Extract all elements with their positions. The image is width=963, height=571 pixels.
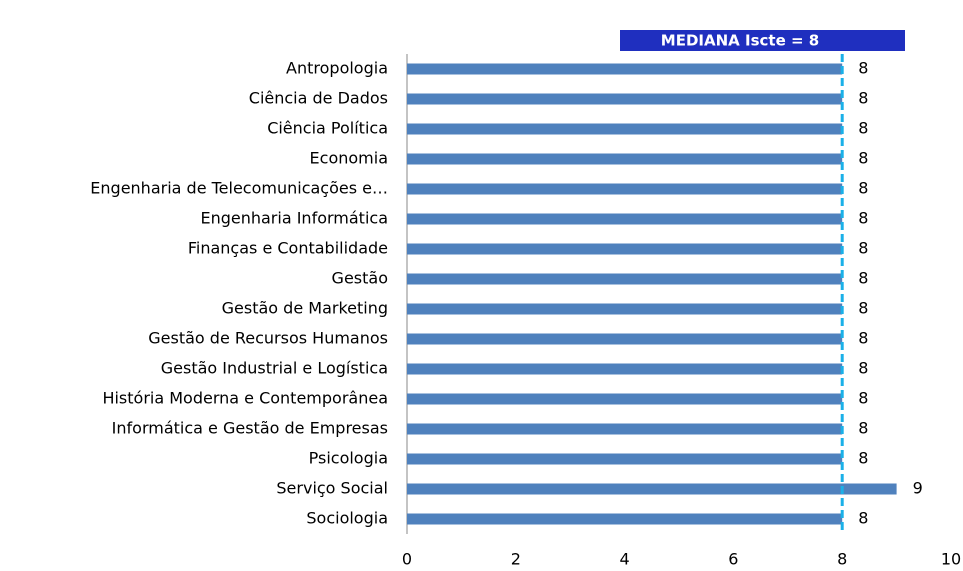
value-label: 8 <box>858 89 868 108</box>
y-tick-label: Engenharia Informática <box>200 209 388 228</box>
bar <box>407 93 843 105</box>
median-box <box>620 30 905 51</box>
y-tick-label: Ciência Política <box>267 119 388 138</box>
bar <box>407 183 843 195</box>
bar <box>407 213 843 225</box>
y-tick-label: Informática e Gestão de Empresas <box>112 419 388 438</box>
bar <box>407 63 843 75</box>
bar <box>407 393 843 405</box>
value-label: 8 <box>858 269 868 288</box>
bar <box>407 273 843 285</box>
median-label: MEDIANA Iscte = 8 <box>661 32 819 50</box>
y-tick-label: Gestão Industrial e Logística <box>161 359 388 378</box>
bar <box>407 333 843 345</box>
x-tick-label: 2 <box>511 550 521 569</box>
y-tick-label: Economia <box>310 149 388 168</box>
value-label: 8 <box>858 209 868 228</box>
bar <box>407 243 843 255</box>
y-tick-label: Antropologia <box>286 59 388 78</box>
value-label: 8 <box>858 359 868 378</box>
y-tick-label: Engenharia de Telecomunicações e… <box>90 179 388 198</box>
y-tick-label: Finanças e Contabilidade <box>188 239 388 258</box>
bar <box>407 453 843 465</box>
value-label: 8 <box>858 239 868 258</box>
bar <box>407 123 843 135</box>
y-tick-label: Ciência de Dados <box>249 89 388 108</box>
x-tick-label: 6 <box>728 550 738 569</box>
value-label: 8 <box>858 179 868 198</box>
value-label: 8 <box>858 509 868 528</box>
y-tick-label: Sociologia <box>306 509 388 528</box>
x-tick-label: 8 <box>837 550 847 569</box>
x-tick-label: 4 <box>620 550 630 569</box>
y-tick-label: Psicologia <box>309 449 388 468</box>
bar <box>407 363 843 375</box>
x-tick-label: 10 <box>941 550 961 569</box>
y-tick-label: Serviço Social <box>276 479 388 498</box>
value-label: 9 <box>913 479 923 498</box>
value-label: 8 <box>858 389 868 408</box>
value-label: 8 <box>858 149 868 168</box>
y-tick-label: Gestão <box>332 269 388 288</box>
value-label: 8 <box>858 119 868 138</box>
x-tick-label: 0 <box>402 550 412 569</box>
value-label: 8 <box>858 329 868 348</box>
bar <box>407 303 843 315</box>
y-tick-label: Gestão de Marketing <box>222 299 388 318</box>
value-label: 8 <box>858 299 868 318</box>
value-label: 8 <box>858 59 868 78</box>
bar <box>407 423 843 435</box>
y-tick-label: Gestão de Recursos Humanos <box>148 329 388 348</box>
bar <box>407 483 897 495</box>
value-label: 8 <box>858 449 868 468</box>
bar <box>407 513 843 525</box>
y-tick-label: História Moderna e Contemporânea <box>102 389 388 408</box>
bar <box>407 153 843 165</box>
value-label: 8 <box>858 419 868 438</box>
